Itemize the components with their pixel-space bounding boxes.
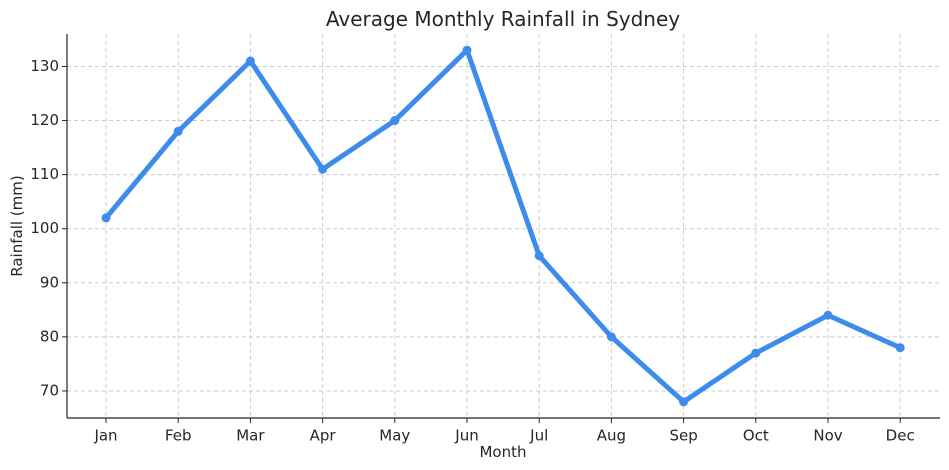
ticks: Jan Feb Mar Apr May Jun Jul Aug Sep Oct Nov Dec 70 80… [30, 57, 914, 445]
data-point [318, 164, 328, 174]
data-point [534, 251, 544, 261]
x-tick-label: Nov [813, 427, 842, 445]
data-point [101, 213, 111, 223]
data-point [823, 310, 833, 320]
x-tick-label: Aug [597, 427, 626, 445]
x-tick-label: Dec [886, 427, 915, 445]
chart-title: Average Monthly Rainfall in Sydney [326, 7, 680, 31]
x-tick-label: Jun [454, 427, 478, 445]
x-tick-label: Feb [165, 427, 192, 445]
y-tick-label: 100 [30, 219, 59, 237]
data-point [679, 397, 689, 407]
data-point [245, 56, 255, 66]
x-tick-label: Jan [93, 427, 117, 445]
data-point [751, 348, 761, 358]
y-tick-label: 90 [40, 273, 59, 291]
y-axis-label: Rainfall (mm) [8, 175, 26, 276]
grid [67, 34, 940, 418]
x-tick-label: Sep [669, 427, 697, 445]
x-tick-label: Apr [310, 427, 337, 445]
y-tick-label: 110 [30, 165, 59, 183]
y-tick-label: 130 [30, 57, 59, 75]
x-axis-label: Month [479, 443, 526, 461]
y-tick-label: 70 [40, 381, 59, 399]
data-point [606, 332, 616, 342]
axes [66, 34, 940, 419]
y-tick-label: 120 [30, 111, 59, 129]
series [101, 45, 905, 407]
x-tick-label: May [379, 427, 410, 445]
data-point [390, 116, 400, 126]
y-tick-label: 80 [40, 327, 59, 345]
data-point [462, 45, 472, 55]
data-point [895, 343, 905, 353]
x-tick-label: Mar [236, 427, 265, 445]
x-tick-label: Jul [529, 427, 548, 445]
data-point [173, 126, 183, 136]
series-line [103, 47, 903, 405]
x-tick-label: Oct [743, 427, 769, 445]
